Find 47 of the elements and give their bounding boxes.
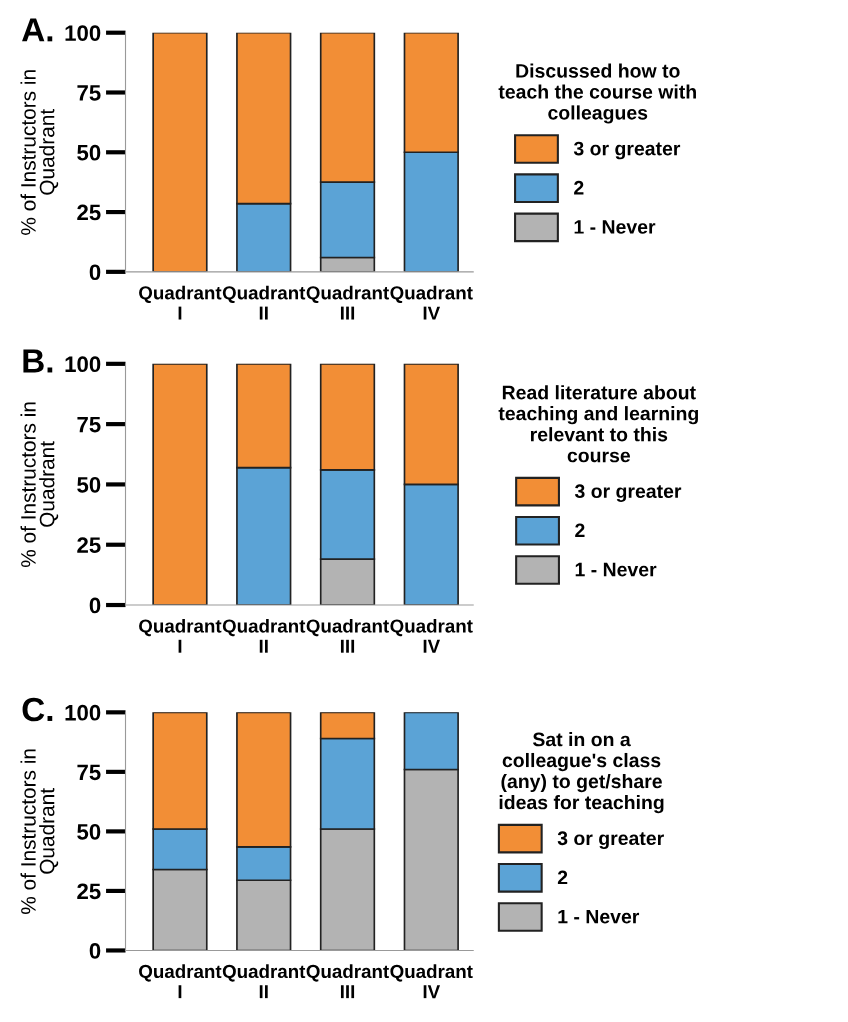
x-tick-label: Quadrant I [139,964,222,999]
y-axis-title: % of Instructors in Quadrant [20,402,59,568]
legend-label: 3 or greater [573,141,681,160]
x-tick-label: Quadrant I [139,285,222,320]
legend-label: 2 [574,180,584,195]
x-tick-label: Quadrant IV [390,618,473,653]
legend-label: 1 - Never [574,220,656,234]
y-tick-label: 75 [77,85,101,101]
legend-title: Sat in on a colleague's class (any) to get/share ideas for teaching [499,732,664,814]
y-tick-label: 50 [77,476,101,493]
legend-label: 1 - Never [575,562,657,577]
x-tick-label: Quadrant III [306,285,389,320]
legend-label: 3 or greater [557,831,664,850]
x-tick-label: Quadrant III [306,618,389,653]
y-tick-label: 0 [89,942,101,959]
legend-label: 1 - Never [558,909,640,924]
x-tick-label: Quadrant IV [390,285,473,320]
y-tick-label: 100 [65,704,101,721]
x-tick-label: Quadrant II [222,618,306,653]
x-tick-label: Quadrant IV [390,964,473,999]
legend-label: 2 [557,870,568,885]
y-tick-label: 25 [77,537,101,553]
chart-title: C. [22,697,53,722]
y-tick-label: 50 [77,144,101,161]
y-tick-label: 50 [77,823,101,840]
y-tick-label: 0 [89,597,101,614]
y-tick-label: 100 [65,25,101,41]
legend-title: Discussed how to teach the course with colleagues [498,63,696,124]
chart-title: A. [22,18,53,42]
legend-title: Read literature about teaching and learning relevant to this course [498,385,698,463]
y-axis-title: % of Instructors in Quadrant [20,749,59,915]
x-tick-label: Quadrant II [222,285,306,320]
bar [152,32,208,272]
y-tick-label: 100 [65,356,101,373]
chart-title: B. [23,349,53,373]
y-tick-label: 25 [77,883,101,900]
bar [152,363,208,606]
y-tick-label: 75 [77,416,101,433]
y-tick-label: 0 [89,264,101,281]
x-tick-label: Quadrant II [222,964,306,999]
y-tick-label: 75 [77,764,101,781]
y-axis-title: % of Instructors in Quadrant [20,70,59,235]
x-tick-label: Quadrant I [139,618,222,653]
y-tick-label: 25 [77,204,101,221]
x-tick-label: Quadrant III [306,964,389,999]
legend-label: 2 [575,523,585,538]
legend-label: 3 or greater [574,484,682,502]
